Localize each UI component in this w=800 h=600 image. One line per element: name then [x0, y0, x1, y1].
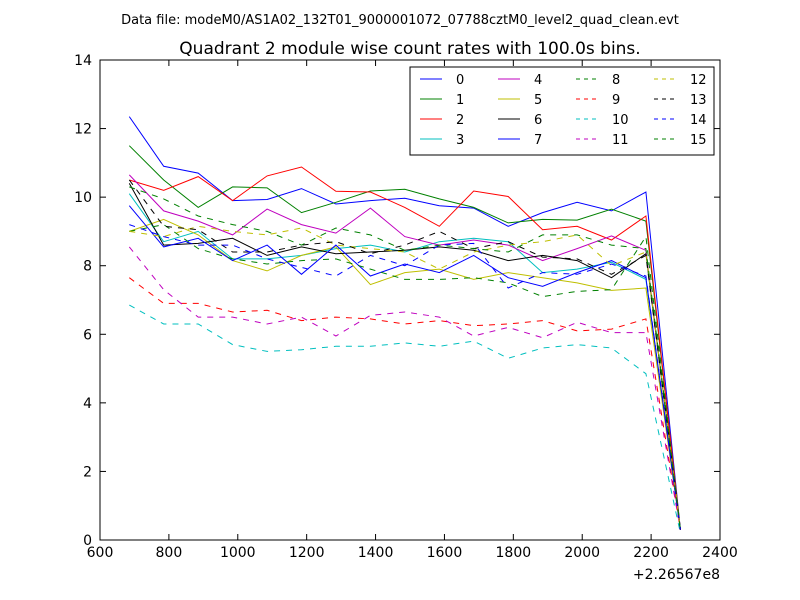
series-line-10	[129, 304, 681, 534]
series-line-9	[129, 277, 681, 530]
chart-title: Quadrant 2 module wise count rates with …	[179, 39, 640, 59]
legend-label-11: 11	[612, 133, 629, 148]
series-line-13	[128, 179, 681, 530]
legend-box	[409, 66, 715, 156]
series-line-14	[129, 224, 681, 530]
plot-frame	[99, 59, 721, 541]
series-line-8	[129, 224, 681, 530]
axis-ticks: 600 800 1000 1200 1400 1600 1800 2000 2200 2400 0 2…	[74, 53, 738, 561]
series-line-15	[129, 186, 681, 530]
legend-label-5: 5	[534, 93, 542, 108]
legend-label-14: 14	[690, 113, 707, 128]
x-tick-label: 2400	[702, 545, 738, 561]
x-tick-label: 600	[87, 545, 114, 561]
y-tick-label: 8	[83, 259, 92, 275]
y-tick-label: 2	[83, 464, 92, 480]
legend-label-1: 1	[456, 93, 464, 108]
x-tick-label: 1400	[358, 545, 394, 561]
series-line-2	[129, 166, 681, 530]
legend-label-12: 12	[690, 73, 707, 88]
x-tick-label: 2200	[633, 545, 669, 561]
legend-label-2: 2	[456, 113, 464, 128]
y-tick-label: 14	[74, 53, 92, 69]
series-line-6	[128, 183, 681, 530]
series-line-4	[128, 174, 681, 530]
x-tick-label: 1800	[496, 545, 532, 561]
y-tick-label: 6	[83, 327, 92, 343]
legend-label-0: 0	[456, 73, 464, 88]
series-line-7	[128, 205, 681, 530]
y-tick-label: 12	[74, 122, 92, 138]
series-line-0	[128, 116, 681, 530]
legend-label-7: 7	[534, 133, 542, 148]
x-tick-label: 1200	[289, 545, 325, 561]
series-line-1	[128, 145, 681, 530]
x-tick-label: 1600	[427, 545, 463, 561]
legend-label-4: 4	[534, 73, 542, 88]
series-layer	[128, 116, 681, 534]
series-line-11	[128, 246, 681, 530]
series-line-3	[128, 193, 681, 530]
data-file-label: Data file: modeM0/AS1A02_132T01_90000010…	[121, 13, 679, 28]
y-tick-label: 0	[83, 533, 92, 549]
legend-label-8: 8	[612, 73, 620, 88]
legend-label-6: 6	[534, 113, 542, 128]
legend-label-3: 3	[456, 133, 464, 148]
x-tick-label: 2000	[564, 545, 600, 561]
legend-label-13: 13	[690, 93, 707, 108]
legend-label-15: 15	[690, 133, 707, 148]
x-tick-label: 800	[156, 545, 183, 561]
x-axis-offset-label: +2.26567e8	[633, 567, 720, 583]
y-tick-label: 4	[83, 396, 92, 412]
y-tick-label: 10	[74, 190, 92, 206]
series-line-12	[129, 225, 681, 530]
legend-label-9: 9	[612, 93, 620, 108]
series-line-5	[129, 218, 681, 530]
legend-label-10: 10	[612, 113, 629, 128]
x-tick-label: 1000	[220, 545, 256, 561]
